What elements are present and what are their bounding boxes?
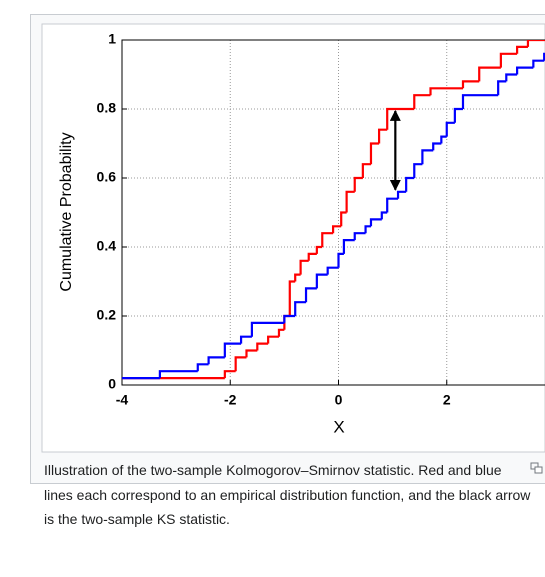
step-segment — [369, 142, 380, 165]
plot-frame — [121, 39, 545, 386]
step-segment — [283, 314, 296, 323]
y-tick-label: 0 — [108, 376, 116, 392]
step-segment — [158, 370, 198, 379]
x-tick-label: -2 — [224, 392, 237, 408]
step-segment — [532, 59, 545, 68]
y-tick-label: 1 — [108, 31, 116, 47]
step-segment — [307, 252, 317, 261]
y-tick-label: 0.2 — [97, 307, 117, 323]
step-segment — [429, 87, 463, 96]
step-segment — [337, 252, 344, 268]
x-axis-label: X — [333, 417, 344, 436]
step-segment — [516, 66, 534, 75]
step-segment — [478, 66, 501, 82]
step-segment — [321, 232, 334, 247]
step-segment — [377, 128, 388, 144]
step-segment — [331, 225, 342, 234]
step-segment — [516, 45, 528, 54]
y-axis-label: Cumulative Probability — [58, 132, 75, 291]
step-segment — [453, 107, 463, 123]
step-segment — [294, 273, 301, 282]
step-segment — [223, 342, 242, 358]
step-segment — [361, 163, 371, 178]
step-segment — [340, 211, 347, 227]
step-segment — [294, 301, 307, 316]
step-segment — [526, 40, 545, 47]
y-tick-label: 0.4 — [97, 238, 117, 254]
step-segment — [386, 197, 399, 213]
step-segment — [256, 342, 269, 351]
step-segment — [239, 335, 252, 344]
step-segment — [299, 259, 309, 275]
plot-area — [122, 40, 545, 380]
step-segment — [386, 107, 415, 130]
step-segment — [543, 52, 545, 61]
step-segment — [223, 370, 236, 379]
caption: Illustration of the two-sample Kolmogoro… — [44, 462, 531, 527]
step-segment — [342, 239, 355, 254]
step-segment — [396, 190, 407, 199]
step-segment — [245, 349, 258, 358]
step-segment — [353, 176, 363, 192]
step-segment — [315, 273, 328, 289]
y-tick-label: 0.6 — [97, 169, 117, 185]
step-segment — [380, 211, 388, 220]
step-segment — [250, 321, 285, 337]
step-segment — [277, 328, 285, 337]
step-segment — [432, 142, 442, 151]
step-segment — [234, 356, 247, 372]
step-segment — [288, 280, 296, 316]
step-segment — [345, 190, 355, 213]
step-segment — [326, 266, 339, 275]
step-segment — [353, 232, 366, 241]
step-segment — [497, 80, 507, 96]
step-segment — [267, 335, 279, 344]
step-segment — [364, 225, 371, 234]
step-segment — [461, 80, 480, 89]
step-segment — [461, 94, 499, 109]
step-segment — [445, 121, 455, 137]
step-segment — [369, 218, 382, 227]
step-segment — [413, 163, 423, 178]
x-tick-label: 2 — [443, 392, 451, 408]
step-segment — [505, 73, 518, 82]
step-segment — [440, 135, 447, 144]
step-segment — [304, 287, 317, 303]
step-segment — [499, 52, 518, 68]
step-segment — [413, 94, 431, 109]
step-segment — [421, 149, 434, 165]
x-tick-label: 0 — [335, 392, 343, 408]
step-segment — [207, 356, 225, 365]
enlarge-icon[interactable] — [530, 462, 544, 474]
x-tick-label: -4 — [116, 392, 129, 408]
step-segment — [315, 245, 323, 254]
y-tick-label: 0.8 — [97, 100, 117, 116]
image-box — [41, 23, 545, 453]
step-segment — [405, 176, 415, 192]
step-segment — [196, 363, 209, 372]
